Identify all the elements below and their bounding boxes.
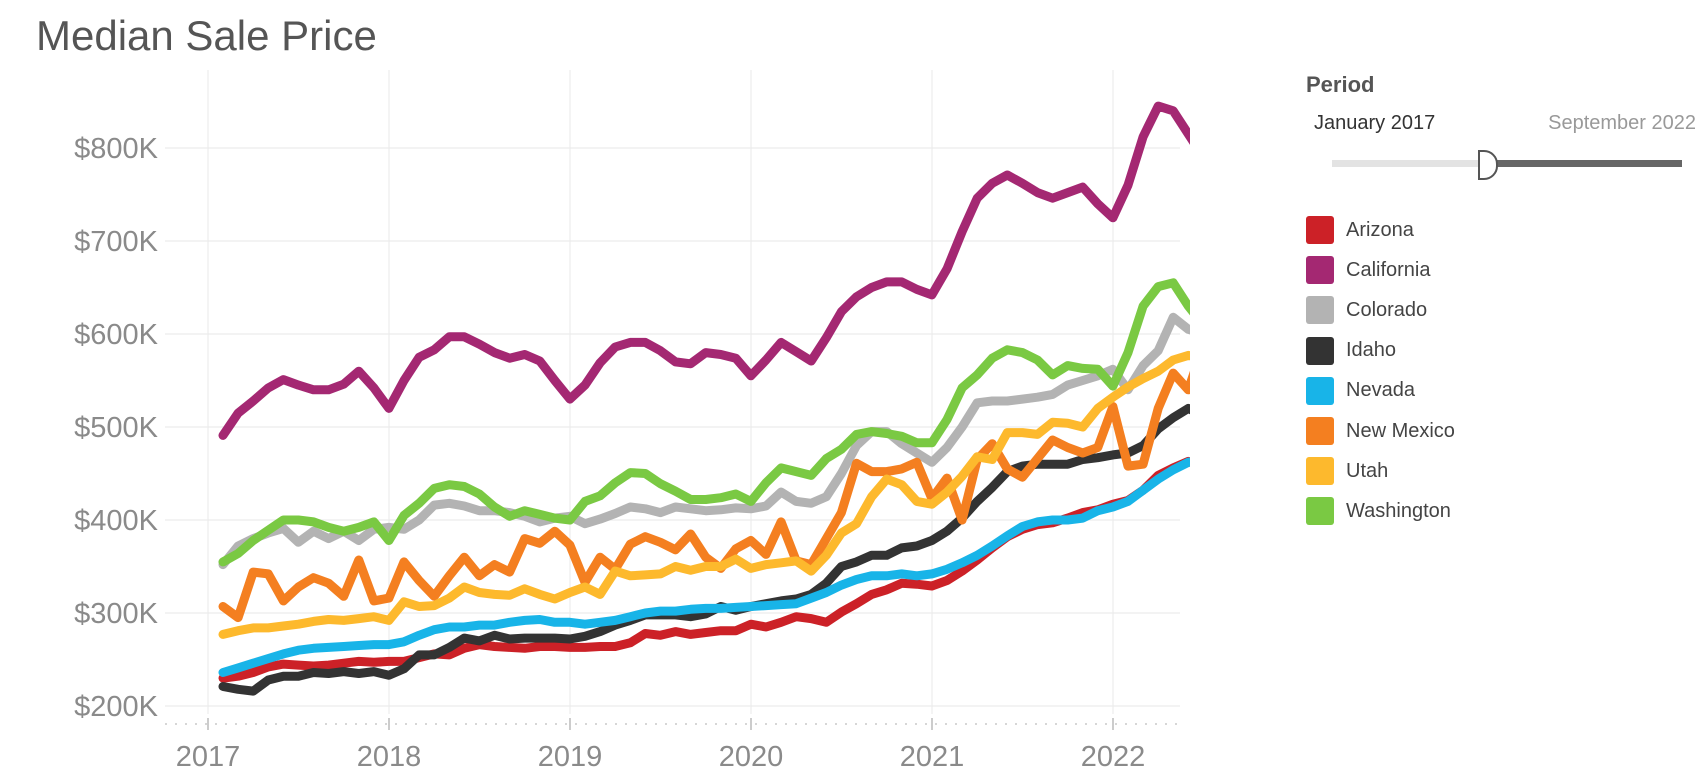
x-tick-label: 2022 — [1081, 741, 1146, 773]
y-tick-label: $400K — [74, 505, 159, 537]
legend: Arizona California Colorado Idaho Nevada New … — [1306, 210, 1455, 532]
slider-track-inactive[interactable] — [1332, 160, 1488, 167]
y-tick-label: $300K — [74, 598, 159, 630]
series-lines — [218, 101, 1190, 696]
slider-handle[interactable] — [1478, 150, 1498, 180]
legend-item-utah[interactable]: Utah — [1306, 451, 1455, 491]
legend-item-california[interactable]: California — [1306, 250, 1455, 290]
period-end-label: September 2022 — [1548, 112, 1696, 134]
legend-swatch — [1306, 296, 1334, 325]
slider-track-active[interactable] — [1488, 160, 1682, 167]
legend-label: Utah — [1346, 459, 1389, 482]
legend-swatch — [1306, 216, 1334, 245]
legend-swatch — [1306, 497, 1334, 526]
x-tick-label: 2018 — [357, 741, 422, 773]
legend-swatch — [1306, 256, 1334, 285]
legend-swatch — [1306, 417, 1334, 446]
series-line-new-mexico[interactable] — [218, 345, 1190, 623]
x-tick-label: 2019 — [538, 741, 603, 773]
legend-label: Arizona — [1346, 218, 1414, 241]
legend-label: Nevada — [1346, 379, 1415, 402]
x-axis: 2017 2018 2019 2020 2021 2022 — [165, 718, 1180, 773]
x-tick-label: 2021 — [900, 741, 965, 773]
y-tick-label: $500K — [74, 412, 159, 444]
y-axis: $200K $300K $400K $500K $600K $700K $800K — [74, 133, 159, 723]
y-tick-label: $600K — [74, 319, 159, 351]
period-slider[interactable] — [1332, 148, 1682, 180]
legend-label: Washington — [1346, 499, 1451, 522]
series-line-california[interactable] — [218, 101, 1190, 440]
legend-label: California — [1346, 258, 1431, 281]
legend-item-new-mexico[interactable]: New Mexico — [1306, 411, 1455, 451]
legend-label: New Mexico — [1346, 419, 1455, 442]
legend-swatch — [1306, 376, 1334, 405]
legend-item-colorado[interactable]: Colorado — [1306, 290, 1455, 330]
y-tick-label: $700K — [74, 226, 159, 258]
period-range-labels: January 2017 September 2022 — [1306, 112, 1696, 152]
series-line-nevada[interactable] — [218, 457, 1190, 677]
legend-item-idaho[interactable]: Idaho — [1306, 331, 1455, 371]
line-chart: $200K $300K $400K $500K $600K $700K $800K 2017… — [74, 70, 1190, 773]
chart-title: Median Sale Price — [36, 12, 377, 59]
series-line-washington[interactable] — [218, 278, 1190, 567]
period-start-label: January 2017 — [1314, 112, 1436, 134]
legend-label: Colorado — [1346, 298, 1428, 321]
period-title: Period — [1306, 72, 1375, 97]
x-tick-label: 2017 — [176, 741, 241, 773]
y-tick-label: $800K — [74, 133, 159, 165]
period-filter: Period January 2017 September 2022 — [1306, 72, 1696, 152]
series-line-utah[interactable] — [218, 350, 1190, 639]
legend-item-nevada[interactable]: Nevada — [1306, 371, 1455, 411]
legend-item-arizona[interactable]: Arizona — [1306, 210, 1455, 250]
x-tick-label: 2020 — [719, 741, 784, 773]
legend-label: Idaho — [1346, 339, 1397, 362]
legend-item-washington[interactable]: Washington — [1306, 491, 1455, 531]
legend-swatch — [1306, 457, 1334, 486]
legend-swatch — [1306, 336, 1334, 365]
y-tick-label: $200K — [74, 691, 159, 723]
